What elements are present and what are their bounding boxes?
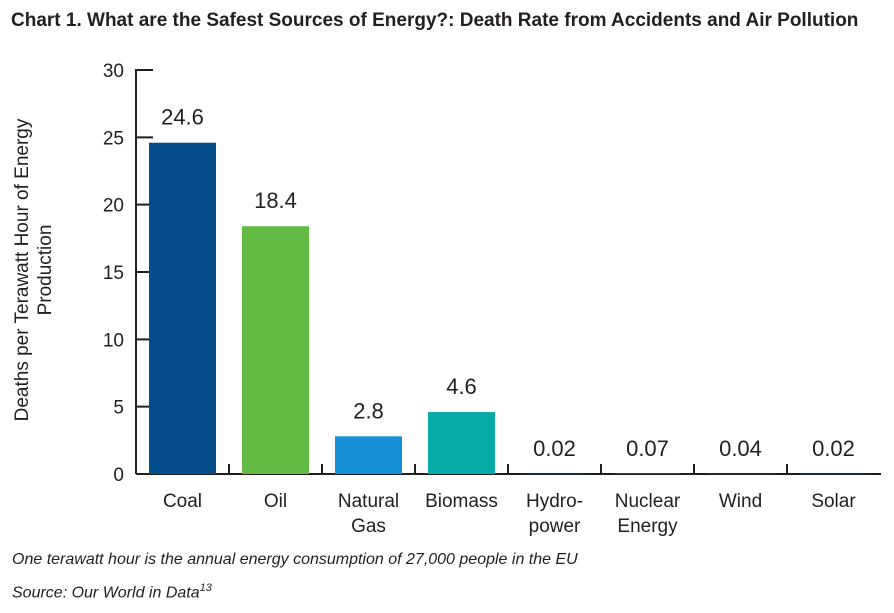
- x-tick-label: Oil: [264, 491, 287, 512]
- x-tick-label: Gas: [351, 516, 386, 537]
- data-label: 0.02: [533, 436, 576, 461]
- y-tick-label: 10: [103, 330, 124, 351]
- bar: [521, 473, 588, 475]
- data-label: 2.8: [353, 398, 384, 423]
- data-label: 24.6: [161, 105, 204, 130]
- y-tick-label: 30: [103, 61, 124, 82]
- data-label: 0.04: [719, 436, 762, 461]
- x-tick-label: Natural: [338, 491, 399, 512]
- x-tick-label: Coal: [163, 491, 202, 512]
- data-label: 18.4: [254, 188, 297, 213]
- x-tick-label: Solar: [811, 491, 856, 512]
- y-tick-label: 25: [103, 128, 124, 149]
- source-reference: 13: [199, 582, 212, 594]
- data-label: 0.07: [626, 436, 669, 461]
- x-tick-label: Nuclear: [615, 491, 681, 512]
- bar: [428, 412, 495, 474]
- y-tick-label: 5: [113, 398, 124, 419]
- x-tick-label: power: [529, 516, 581, 537]
- x-tick-label: Biomass: [425, 491, 498, 512]
- bar: [242, 226, 309, 474]
- footnote: One terawatt hour is the annual energy c…: [12, 551, 578, 568]
- y-tick-label: 15: [103, 263, 124, 284]
- data-label: 4.6: [446, 374, 477, 399]
- chart-title: Chart 1. What are the Safest Sources of …: [11, 10, 859, 31]
- x-tick-label: Hydro-: [526, 491, 583, 512]
- bar: [149, 142, 216, 474]
- bar: [614, 473, 681, 474]
- bar: [335, 436, 402, 474]
- y-axis-label: Deaths per Terawatt Hour of Energy Produ…: [12, 118, 56, 422]
- y-tick-label: 0: [113, 465, 124, 486]
- bar: [800, 473, 867, 475]
- x-tick-label: Wind: [719, 491, 762, 512]
- source-note: Source: Our World in Data13: [12, 582, 212, 602]
- data-label: 0.02: [812, 436, 855, 461]
- bar: [707, 473, 774, 474]
- source-text: Source: Our World in Data: [12, 584, 200, 602]
- y-tick-label: 20: [103, 196, 124, 217]
- x-tick-label: Energy: [617, 516, 678, 537]
